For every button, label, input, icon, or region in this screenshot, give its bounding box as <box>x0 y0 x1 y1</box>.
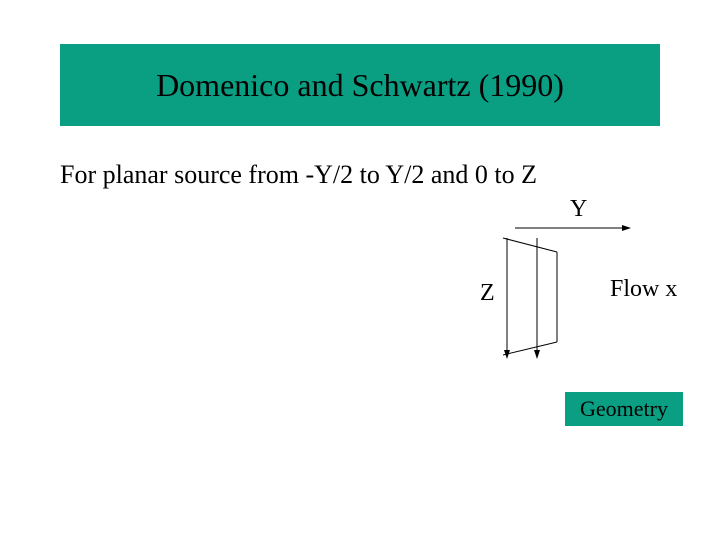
axis-label-y: Y <box>570 196 587 223</box>
plane-edge-bottom <box>503 342 557 355</box>
title-text: Domenico and Schwartz (1990) <box>156 67 564 104</box>
axis-label-z: Z <box>480 280 495 307</box>
title-box: Domenico and Schwartz (1990) <box>60 44 660 126</box>
subtitle-text: For planar source from -Y/2 to Y/2 and 0… <box>60 160 537 190</box>
flow-label: Flow x <box>610 276 677 303</box>
plane-edge-top <box>503 238 557 252</box>
geometry-box: Geometry <box>565 392 683 426</box>
geometry-label: Geometry <box>580 396 668 422</box>
